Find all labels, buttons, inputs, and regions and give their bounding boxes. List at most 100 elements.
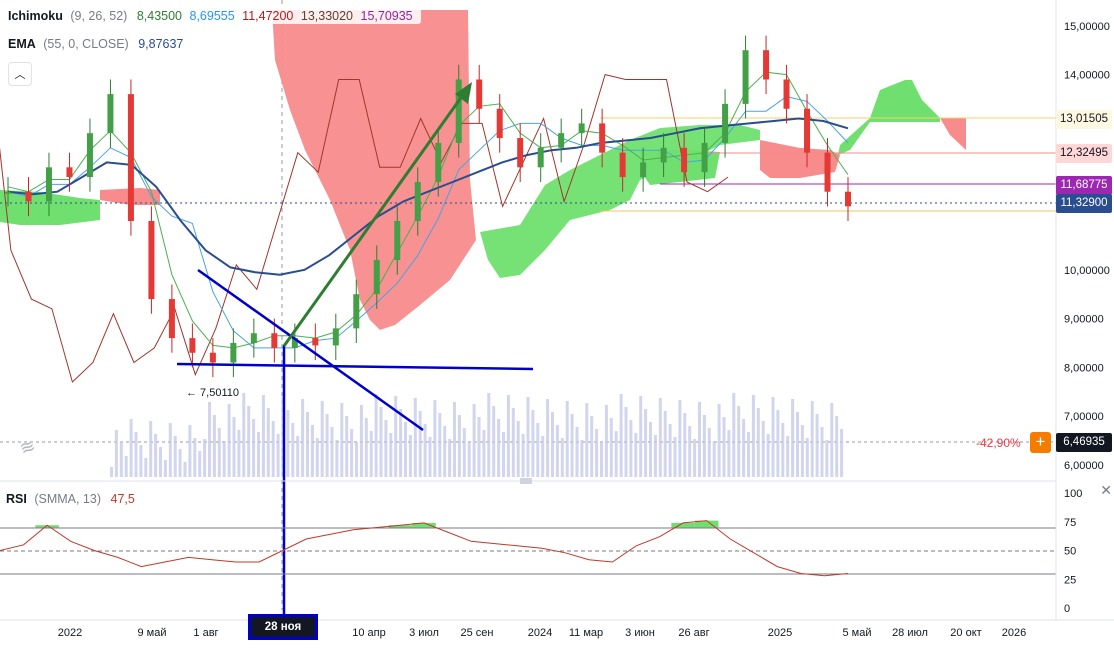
volume-bar	[408, 435, 412, 477]
price-badge-11-3: 11,32900	[1056, 194, 1112, 213]
volume-bar	[242, 393, 246, 477]
volume-bar	[369, 431, 373, 477]
rsi-axis[interactable]: 100 75 50 25 0	[1064, 488, 1082, 615]
volume-bar	[776, 410, 780, 477]
price-badge-current: 6,46935	[1056, 433, 1112, 452]
volume-bar	[653, 435, 657, 477]
kumo-cloud-green-large	[480, 125, 760, 278]
candle-body	[660, 147, 667, 163]
volume-bar	[124, 456, 128, 477]
trendline-horizontal[interactable]	[176, 362, 534, 371]
time-axis[interactable]: 2022 9 май 1 авг 10 апр 3 июл 25 сен 2024 11 ма…	[58, 627, 1026, 639]
candle-body	[394, 221, 401, 261]
close-pane-icon[interactable]: ✕	[1100, 482, 1112, 498]
volume-bar	[521, 434, 525, 477]
candle-body	[845, 191, 851, 207]
volume-bar	[247, 406, 251, 477]
volume-bar	[756, 408, 760, 477]
volume-bar	[673, 437, 677, 477]
candle-body	[148, 221, 155, 300]
candle-body	[250, 333, 257, 343]
volume-bar	[585, 403, 589, 477]
chart-canvas[interactable]: ← 7,50110 15,00000 14,00000 10,00000 9,0000…	[0, 0, 1114, 643]
ichimoku-value-2: 8,69555	[189, 9, 235, 23]
volume-bar	[497, 419, 501, 477]
collapse-legend-button[interactable]: ︿	[8, 62, 32, 86]
volume-bar	[168, 423, 172, 477]
volume-bar	[531, 410, 535, 477]
ema-legend[interactable]: EMA (55, 0, CLOSE) 9,87637	[4, 36, 192, 52]
rsi-tick-label: 100	[1064, 488, 1082, 500]
volume-bar	[443, 426, 447, 477]
time-tick-label: 3 июл	[409, 627, 439, 639]
volume-bar	[800, 425, 804, 477]
rsi-line	[0, 520, 849, 577]
volume-bar	[747, 432, 750, 477]
kijun-line	[7, 96, 849, 349]
volume-bar	[805, 438, 809, 477]
candle-body	[189, 338, 196, 353]
volume-bar	[717, 404, 721, 477]
volume-bar	[457, 415, 461, 477]
volume-bar	[379, 407, 383, 477]
ichimoku-legend[interactable]: Ichimoku (9, 26, 52) 8,43500 8,69555 11,…	[4, 8, 421, 24]
price-axis[interactable]: 15,00000 14,00000 10,00000 9,00000 8,00000 7,…	[1064, 21, 1110, 472]
volume-bar	[222, 441, 226, 477]
candle-body	[558, 133, 565, 148]
time-tick-label: 28 июл	[892, 627, 928, 639]
pane-divider-handle[interactable]	[520, 478, 532, 484]
volume-bar	[683, 413, 687, 477]
volume-bar	[286, 410, 290, 477]
volume-bar	[203, 439, 207, 477]
volume-bar	[306, 412, 309, 477]
volume-bar	[526, 397, 530, 477]
volume-bar	[320, 401, 324, 477]
candle-body	[681, 147, 688, 173]
volume-bar	[467, 441, 471, 477]
tenkan-line	[7, 71, 849, 349]
volume-bar	[114, 430, 118, 477]
rsi-legend[interactable]: RSI (SMMA, 13) 47,5	[6, 492, 135, 506]
candle-body	[804, 108, 811, 153]
candle-body	[476, 79, 483, 109]
chevron-up-icon: ︿	[14, 69, 26, 81]
volume-bar	[506, 395, 510, 477]
volume-bar	[110, 467, 113, 477]
candle-body	[168, 299, 175, 339]
trendline-descending[interactable]	[197, 268, 424, 432]
price-tick-label: 8,00000	[1064, 362, 1104, 374]
price-tick-label: 14,00000	[1064, 70, 1110, 82]
volume-bar	[516, 421, 520, 477]
time-tick-label: 10 апр	[352, 627, 385, 639]
volume-bar	[580, 440, 584, 477]
volume-bar	[781, 423, 785, 477]
volume-bar	[649, 422, 652, 477]
volume-bar	[600, 442, 603, 477]
candle-body	[824, 152, 831, 192]
volume-bar	[462, 428, 466, 477]
add-alert-button[interactable]: +	[1030, 432, 1051, 453]
candle-body	[291, 338, 298, 348]
volume-bar	[840, 429, 844, 477]
time-tick-label: 11 мар	[569, 627, 603, 639]
volume-bar	[791, 399, 795, 477]
candle-body	[66, 167, 73, 178]
volume-bar	[355, 442, 358, 477]
volume-bar	[208, 402, 211, 477]
volume-bar	[609, 418, 613, 477]
ichimoku-params: (9, 26, 52)	[70, 9, 128, 23]
candle-body	[763, 50, 770, 80]
volume-bar	[453, 402, 456, 477]
volume-bar	[644, 409, 648, 477]
price-candles	[5, 35, 851, 378]
candle-body	[107, 94, 114, 134]
price-tick-label: 10,00000	[1064, 265, 1110, 277]
time-tick-label: 2022	[58, 627, 82, 639]
rsi-tick-label: 75	[1064, 517, 1076, 529]
volume-bar	[570, 414, 574, 477]
volume-bar	[487, 393, 491, 477]
volume-bar	[796, 412, 799, 477]
candle-body	[230, 343, 237, 363]
arrow-up-trend[interactable]	[282, 91, 467, 347]
price-badge-11-7: 11,68775	[1056, 176, 1112, 195]
